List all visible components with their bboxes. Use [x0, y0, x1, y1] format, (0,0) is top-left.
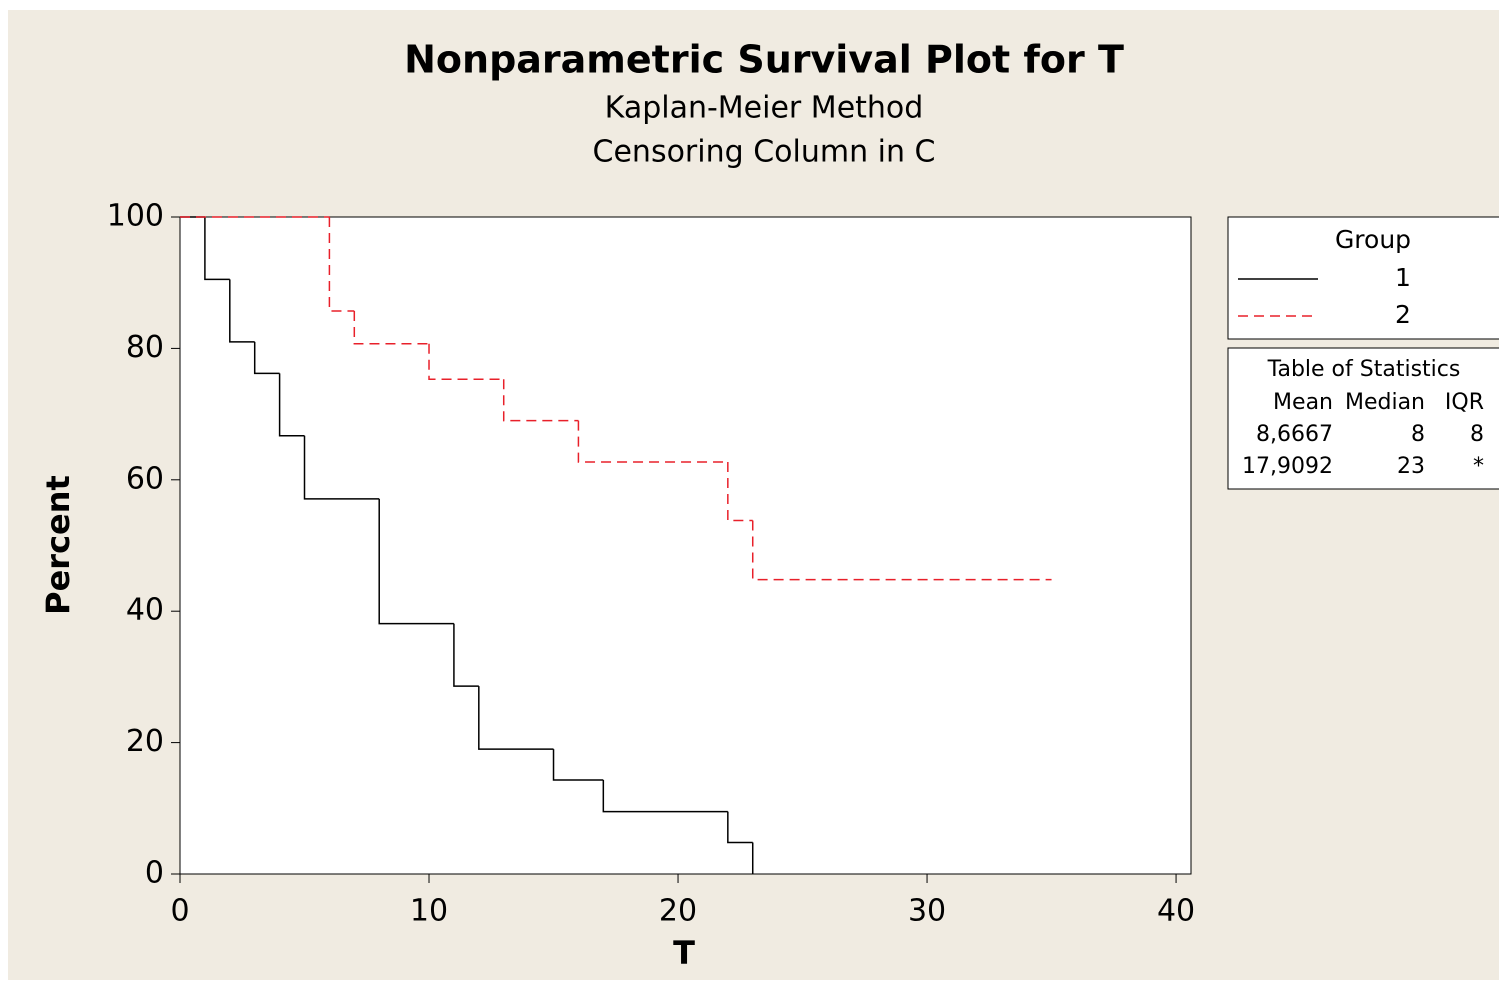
y-axis-label: Percent	[39, 475, 77, 615]
y-tick-label: 80	[126, 330, 164, 365]
stats-cell: 23	[1397, 454, 1425, 479]
y-tick-label: 100	[107, 199, 164, 234]
x-tick-label: 40	[1157, 894, 1195, 929]
stats-cell: *	[1473, 454, 1484, 479]
survival-step	[428, 343, 504, 381]
x-tick-label: 20	[659, 894, 697, 929]
legend-label: 2	[1395, 300, 1411, 329]
stats-cell: 8	[1411, 422, 1425, 447]
survival-step	[253, 341, 280, 375]
stats-cell: 17,9092	[1242, 454, 1333, 479]
x-tick-label: 30	[908, 894, 946, 929]
stats-cell: 8,6667	[1256, 422, 1333, 447]
survival-step	[478, 686, 554, 750]
stats-box	[1227, 347, 1499, 490]
survival-step	[453, 623, 479, 687]
y-tick-label: 60	[126, 461, 164, 496]
chart-subtitle: Censoring Column in C	[593, 135, 936, 170]
survival-step	[727, 462, 753, 522]
stats-title: Table of Statistics	[1267, 357, 1461, 382]
survival-step	[577, 420, 728, 463]
survival-step	[204, 217, 230, 281]
chart-title: Nonparametric Survival Plot for T	[404, 38, 1124, 82]
survival-step	[552, 749, 604, 781]
legend-label: 1	[1395, 263, 1411, 292]
legend-title: Group	[1335, 225, 1411, 254]
x-tick-label: 10	[410, 894, 448, 929]
legend-box	[1227, 216, 1499, 340]
survival-step	[751, 520, 1052, 581]
y-tick-label: 20	[126, 724, 164, 759]
chart-subtitle: Kaplan-Meier Method	[605, 91, 924, 126]
plot-area	[179, 216, 1192, 875]
stats-header: Median	[1345, 390, 1425, 415]
survival-step	[229, 279, 255, 343]
x-axis-label: T	[673, 934, 695, 972]
survival-step	[303, 435, 380, 500]
y-tick-label: 0	[145, 856, 164, 891]
stats-header: IQR	[1445, 390, 1484, 415]
x-tick-label: 0	[170, 894, 189, 929]
y-tick-label: 40	[126, 593, 164, 628]
survival-step	[502, 379, 579, 422]
stats-header: Mean	[1273, 390, 1333, 415]
survival-step	[278, 373, 305, 437]
survival-step	[353, 310, 430, 345]
stats-cell: 8	[1470, 422, 1484, 447]
survival-step	[602, 780, 728, 813]
survival-step	[727, 811, 753, 844]
survival-step	[378, 498, 454, 625]
